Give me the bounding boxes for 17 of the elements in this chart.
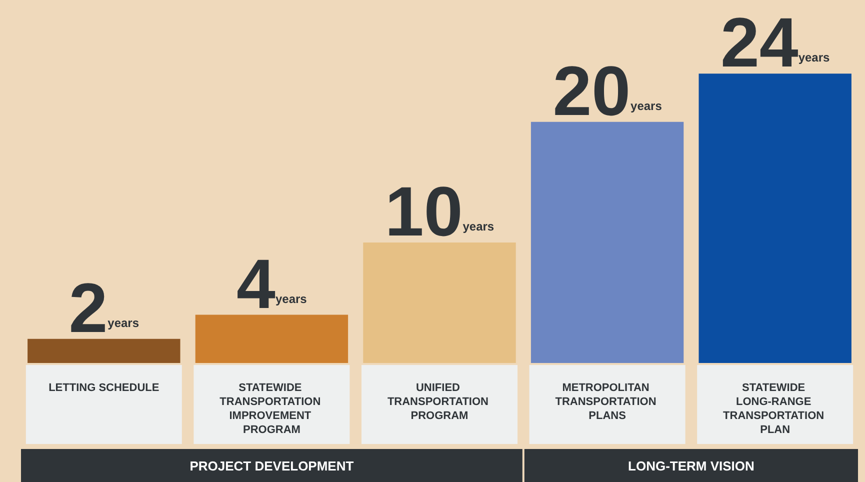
- x-tick-label: METROPOLITAN TRANSPORTATION PLANS: [555, 382, 660, 422]
- x-tick-label: LETTING SCHEDULE: [48, 382, 160, 394]
- bar: [363, 242, 516, 363]
- bar: [195, 314, 348, 363]
- data-label: 4years: [236, 244, 308, 323]
- bar: [28, 338, 180, 363]
- data-label: 10years: [384, 172, 494, 250]
- x-tick-label: STATEWIDE TRANSPORTATION IMPROVEMENT PROGRAM: [220, 382, 324, 436]
- x-tick-label: STATEWIDE LONG-RANGE TRANSPORTATION PLAN: [723, 382, 828, 436]
- data-label: 24years: [720, 4, 830, 82]
- bar: [698, 74, 852, 363]
- bar: [530, 122, 684, 363]
- text: PROJECT DEVELOPMENT: [190, 458, 354, 474]
- data-label: 2years: [68, 268, 140, 347]
- text: LONG-TERM VISION: [628, 458, 754, 474]
- x-tick-label: UNIFIED TRANSPORTATION PROGRAM: [387, 382, 492, 422]
- data-label: 20years: [552, 52, 662, 130]
